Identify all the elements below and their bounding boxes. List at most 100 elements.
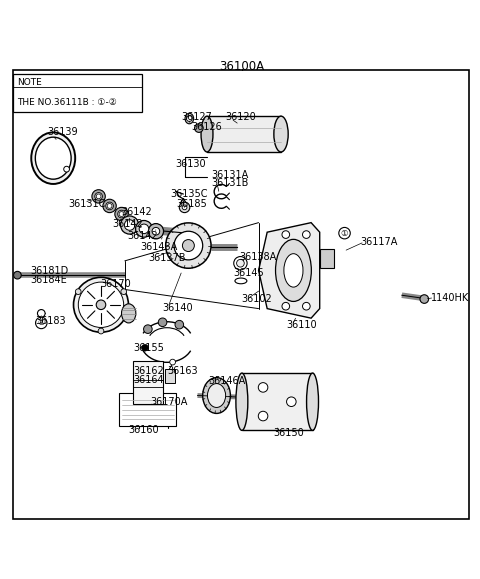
Circle shape: [170, 359, 176, 365]
Circle shape: [194, 124, 203, 133]
Ellipse shape: [276, 239, 312, 302]
Ellipse shape: [144, 325, 152, 334]
Ellipse shape: [420, 295, 429, 303]
Ellipse shape: [78, 282, 124, 328]
Bar: [133, 361, 163, 404]
Text: ①: ①: [341, 229, 348, 237]
Ellipse shape: [121, 304, 136, 323]
Ellipse shape: [274, 116, 288, 152]
Text: 36102: 36102: [241, 294, 272, 304]
Text: 36140: 36140: [162, 303, 193, 313]
Text: 36127: 36127: [181, 112, 212, 122]
Polygon shape: [259, 223, 320, 318]
Ellipse shape: [174, 231, 203, 260]
Text: 36138A: 36138A: [240, 252, 277, 262]
Ellipse shape: [136, 221, 152, 237]
Ellipse shape: [96, 300, 106, 310]
Ellipse shape: [118, 210, 125, 218]
Ellipse shape: [148, 223, 164, 239]
Bar: [320, 249, 334, 268]
Ellipse shape: [124, 220, 135, 230]
Circle shape: [258, 411, 268, 421]
Circle shape: [258, 383, 268, 392]
Text: 36184E: 36184E: [30, 276, 67, 285]
Text: 36100A: 36100A: [219, 60, 264, 72]
Text: 1140HK: 1140HK: [431, 292, 469, 303]
Circle shape: [282, 302, 289, 310]
Circle shape: [36, 317, 47, 329]
Text: 36163: 36163: [167, 366, 197, 376]
Text: 36117A: 36117A: [360, 237, 397, 247]
Text: 36170A: 36170A: [150, 397, 188, 406]
Text: 36142: 36142: [112, 219, 143, 229]
Ellipse shape: [92, 190, 105, 203]
Ellipse shape: [185, 113, 193, 124]
Text: NOTE: NOTE: [17, 78, 42, 87]
Ellipse shape: [237, 259, 244, 267]
Text: 36137B: 36137B: [149, 252, 186, 262]
Ellipse shape: [31, 133, 75, 184]
Ellipse shape: [115, 207, 128, 221]
Text: THE NO.36111B : ①-②: THE NO.36111B : ①-②: [17, 98, 117, 107]
Ellipse shape: [98, 328, 104, 334]
Circle shape: [107, 204, 112, 208]
Ellipse shape: [182, 205, 187, 210]
Text: 36110: 36110: [286, 320, 317, 330]
Text: 36150: 36150: [273, 428, 304, 438]
Text: ②: ②: [37, 318, 45, 328]
Text: 36130: 36130: [175, 159, 205, 170]
Text: 36131A: 36131A: [211, 170, 248, 180]
Ellipse shape: [236, 373, 248, 430]
Text: 36185: 36185: [177, 200, 207, 210]
Text: 36131C: 36131C: [69, 199, 106, 208]
Circle shape: [339, 228, 350, 239]
Ellipse shape: [13, 272, 21, 279]
Ellipse shape: [106, 202, 113, 210]
Text: 36143A: 36143A: [141, 241, 178, 251]
Bar: [12, 74, 142, 112]
Circle shape: [302, 302, 310, 310]
Ellipse shape: [234, 256, 247, 270]
Text: 36181D: 36181D: [30, 266, 69, 276]
Circle shape: [64, 166, 70, 172]
Text: 36146A: 36146A: [208, 376, 246, 386]
Text: 36145: 36145: [233, 267, 264, 278]
Ellipse shape: [235, 278, 247, 284]
Ellipse shape: [207, 383, 226, 408]
Text: 36164: 36164: [133, 375, 164, 385]
Ellipse shape: [103, 199, 116, 212]
Ellipse shape: [307, 373, 319, 430]
Ellipse shape: [152, 228, 160, 235]
Text: 36135C: 36135C: [170, 189, 208, 199]
Circle shape: [37, 310, 45, 317]
Text: 36162: 36162: [133, 366, 164, 376]
Circle shape: [282, 231, 289, 239]
Circle shape: [119, 212, 124, 217]
Text: 36126: 36126: [192, 122, 222, 132]
Ellipse shape: [75, 289, 81, 295]
Circle shape: [142, 345, 148, 351]
Ellipse shape: [166, 223, 211, 268]
Ellipse shape: [180, 202, 190, 212]
Text: 36170: 36170: [100, 278, 131, 289]
Text: 36160: 36160: [129, 426, 159, 435]
Bar: [207, 116, 281, 152]
Text: 36131B: 36131B: [211, 178, 248, 189]
Bar: [166, 369, 175, 383]
Circle shape: [287, 397, 296, 406]
Ellipse shape: [175, 320, 184, 329]
Bar: [119, 393, 177, 426]
Circle shape: [302, 231, 310, 239]
Ellipse shape: [121, 289, 127, 295]
Text: 36183: 36183: [35, 317, 66, 327]
Ellipse shape: [203, 378, 230, 413]
Ellipse shape: [182, 240, 194, 251]
Text: 36120: 36120: [225, 112, 256, 122]
Ellipse shape: [73, 277, 129, 332]
Ellipse shape: [284, 254, 303, 287]
Text: 36155: 36155: [133, 343, 164, 353]
Circle shape: [96, 194, 101, 199]
Text: 36142: 36142: [127, 230, 158, 240]
Ellipse shape: [95, 193, 102, 200]
Ellipse shape: [158, 318, 167, 327]
